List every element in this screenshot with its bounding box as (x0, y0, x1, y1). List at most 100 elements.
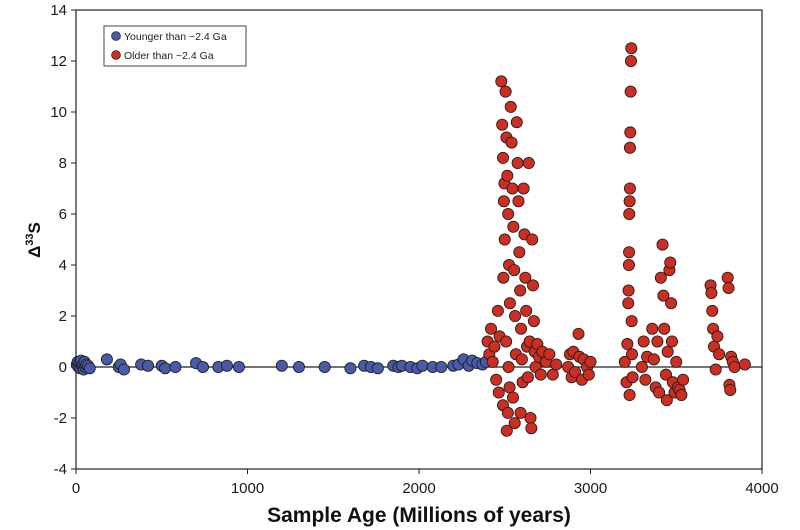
data-point-older (527, 315, 540, 328)
data-point-older (623, 182, 636, 195)
data-point-older (647, 353, 660, 366)
data-point-older (497, 271, 510, 284)
y-tick-label: 8 (59, 155, 67, 172)
data-point-older (664, 256, 677, 269)
data-point-older (724, 383, 737, 396)
data-point-older (504, 100, 517, 113)
data-point-older (656, 238, 669, 251)
data-point-older (515, 353, 528, 366)
y-tick-label: 12 (50, 53, 67, 70)
legend-label-younger: Younger than ~2.4 Ga (124, 31, 227, 43)
data-point-older (500, 335, 513, 348)
y-tick-label: 10 (50, 104, 67, 121)
data-point-older (495, 75, 508, 88)
data-point-older (546, 368, 559, 381)
data-point-older (508, 264, 521, 277)
data-point-older (501, 406, 514, 419)
data-point-younger (169, 360, 182, 373)
data-point-older (653, 386, 666, 399)
x-axis: 0 1000 2000 3000 4000 (72, 469, 779, 497)
x-tick-label: 4000 (745, 480, 778, 497)
data-point-older (507, 220, 520, 233)
data-point-older (665, 335, 678, 348)
data-point-younger (292, 360, 305, 373)
data-point-older (658, 322, 671, 335)
data-point-older (503, 381, 516, 394)
data-point-younger (371, 362, 384, 375)
data-point-older (626, 371, 639, 384)
data-point-younger (142, 359, 155, 372)
data-point-older (635, 360, 648, 373)
data-point-older (525, 422, 538, 435)
data-point-younger (159, 362, 172, 375)
data-point-older (497, 195, 510, 208)
data-point-older (738, 358, 751, 371)
data-point-older (534, 368, 547, 381)
data-point-older (503, 297, 516, 310)
y-tick-label: 4 (59, 257, 67, 274)
data-point-older (637, 335, 650, 348)
data-point-older (584, 355, 597, 368)
y-axis: -4 -2 0 2 4 6 8 10 12 14 (50, 2, 76, 478)
data-point-older (524, 411, 537, 424)
legend-marker-younger (111, 31, 121, 41)
data-point-younger (416, 359, 429, 372)
y-tick-label: -4 (54, 461, 67, 478)
data-point-older (515, 322, 528, 335)
data-point-older (485, 322, 498, 335)
x-axis-title: Sample Age (Millions of years) (267, 504, 571, 527)
data-point-older (582, 368, 595, 381)
data-point-older (490, 373, 503, 386)
data-point-older (506, 391, 519, 404)
data-point-older (624, 55, 637, 68)
data-point-older (486, 355, 499, 368)
data-point-older (622, 297, 635, 310)
data-point-older (623, 389, 636, 402)
y-tick-label: 6 (59, 206, 67, 223)
data-point-older (512, 195, 525, 208)
x-tick-label: 3000 (574, 480, 607, 497)
data-point-older (492, 386, 505, 399)
y-tick-label: 0 (59, 359, 67, 376)
legend-box (103, 25, 247, 67)
data-point-older (624, 85, 637, 98)
data-point-older (522, 156, 535, 169)
data-point-older (519, 271, 532, 284)
data-point-older (500, 424, 513, 437)
y-tick-label: -2 (54, 410, 67, 427)
data-point-older (623, 141, 636, 154)
data-point-older (706, 304, 719, 317)
data-point-older (543, 348, 556, 361)
data-point-older (513, 246, 526, 259)
data-point-older (651, 335, 664, 348)
data-point-younger (318, 360, 331, 373)
data-point-older (622, 258, 635, 271)
data-point-younger (118, 363, 131, 376)
data-point-younger (220, 359, 233, 372)
data-point-older (657, 289, 670, 302)
data-point-older (569, 366, 582, 379)
legend-label-older: Older than ~2.4 Ga (124, 50, 214, 62)
data-point-older (670, 355, 683, 368)
data-point-older (675, 389, 688, 402)
data-point-older (677, 373, 690, 386)
data-point-older (501, 169, 514, 182)
data-point-older (509, 309, 522, 322)
data-point-older (527, 279, 540, 292)
y-tick-label: 2 (59, 308, 67, 325)
data-point-older (660, 394, 673, 407)
legend: Younger than ~2.4 Ga Older than ~2.4 Ga (103, 25, 247, 67)
data-point-younger (100, 353, 113, 366)
data-point-older (520, 304, 533, 317)
y-tick-label: 14 (50, 2, 67, 19)
data-point-older (514, 284, 527, 297)
data-point-older (526, 233, 539, 246)
data-point-older (711, 330, 724, 343)
data-point-older (713, 348, 726, 361)
data-point-older (709, 363, 722, 376)
data-point-younger (275, 359, 288, 372)
data-point-older (625, 315, 638, 328)
data-point-older (721, 271, 734, 284)
data-point-older (623, 246, 636, 259)
x-tick-label: 1000 (231, 480, 264, 497)
